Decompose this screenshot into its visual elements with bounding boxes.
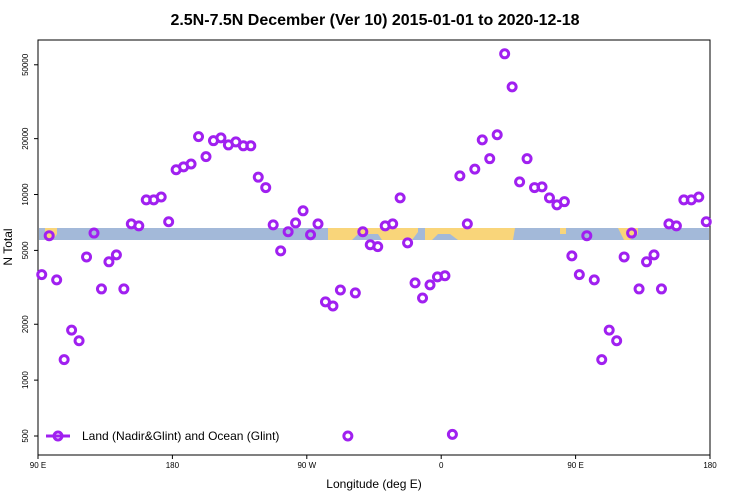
- y-axis-label: N Total: [1, 228, 15, 265]
- data-point: [372, 241, 384, 253]
- data-point: [51, 274, 63, 286]
- data-point: [185, 158, 197, 170]
- data-point: [469, 163, 481, 175]
- land-ocean-band: [39, 228, 709, 240]
- data-point: [43, 230, 55, 242]
- data-point: [641, 256, 653, 268]
- data-point: [484, 153, 496, 165]
- y-tick-label: 2000: [21, 315, 30, 333]
- data-point: [648, 249, 660, 261]
- data-point: [566, 250, 578, 262]
- data-point: [290, 217, 302, 229]
- data-point: [499, 48, 511, 60]
- data-point: [312, 218, 324, 230]
- data-point: [417, 292, 429, 304]
- data-point: [693, 191, 705, 203]
- data-point: [297, 205, 309, 217]
- y-tick-label: 10000: [21, 183, 30, 206]
- data-point: [215, 132, 227, 144]
- data-point: [596, 354, 608, 366]
- legend-label: Land (Nadir&Glint) and Ocean (Glint): [82, 429, 279, 443]
- data-point: [633, 283, 645, 295]
- x-tick-label: 90 E: [30, 461, 46, 470]
- y-tick-label: 5000: [21, 241, 30, 259]
- data-point: [282, 226, 294, 238]
- data-point: [626, 227, 638, 239]
- data-point: [514, 176, 526, 188]
- data-point: [357, 226, 369, 238]
- x-tick-label: 0: [439, 461, 444, 470]
- data-point: [200, 151, 212, 163]
- data-point: [275, 245, 287, 257]
- data-point: [349, 287, 361, 299]
- data-point: [103, 256, 115, 268]
- data-point: [110, 249, 122, 261]
- data-point: [88, 227, 100, 239]
- data-point: [342, 430, 354, 442]
- data-point: [611, 335, 623, 347]
- data-point: [409, 277, 421, 289]
- data-point: [58, 354, 70, 366]
- data-point: [655, 283, 667, 295]
- land-patch: [425, 228, 515, 240]
- data-point: [81, 251, 93, 263]
- x-tick-label: 90 E: [567, 461, 583, 470]
- data-point: [133, 220, 145, 232]
- data-point: [573, 269, 585, 281]
- data-point: [155, 191, 167, 203]
- data-point: [543, 192, 555, 204]
- y-tick-label: 500: [21, 429, 30, 443]
- data-point: [387, 218, 399, 230]
- x-tick-label: 180: [703, 461, 717, 470]
- data-point: [581, 230, 593, 242]
- data-point: [66, 324, 78, 336]
- data-point: [700, 216, 712, 228]
- data-point: [521, 153, 533, 165]
- data-point: [327, 300, 339, 312]
- y-tick-label: 20000: [21, 127, 30, 150]
- legend-marker: [52, 430, 64, 442]
- data-point: [536, 181, 548, 193]
- data-point: [402, 237, 414, 249]
- data-point: [267, 219, 279, 231]
- y-tick-label: 50000: [21, 53, 30, 76]
- land-patch: [328, 228, 418, 240]
- data-point: [454, 170, 466, 182]
- data-point: [461, 218, 473, 230]
- data-point: [252, 171, 264, 183]
- data-point: [305, 229, 317, 241]
- data-point: [118, 283, 130, 295]
- data-point: [424, 279, 436, 291]
- x-tick-label: 90 W: [297, 461, 316, 470]
- data-point: [260, 182, 272, 194]
- plot-frame: [37, 39, 711, 456]
- data-point: [618, 251, 630, 263]
- data-point: [491, 129, 503, 141]
- data-point: [73, 335, 85, 347]
- data-point: [603, 324, 615, 336]
- chart-title: 2.5N-7.5N December (Ver 10) 2015-01-01 t…: [170, 12, 579, 29]
- data-point: [163, 216, 175, 228]
- data-point: [36, 269, 48, 281]
- data-point: [334, 284, 346, 296]
- data-point: [588, 274, 600, 286]
- data-point: [439, 270, 451, 282]
- data-point: [394, 192, 406, 204]
- data-point: [558, 196, 570, 208]
- x-axis-label: Longitude (deg E): [326, 477, 421, 491]
- y-tick-label: 1000: [21, 371, 30, 389]
- data-point: [95, 283, 107, 295]
- data-point: [193, 131, 205, 143]
- data-point: [476, 134, 488, 146]
- x-tick-label: 180: [166, 461, 180, 470]
- data-point: [245, 140, 257, 152]
- data-point: [670, 220, 682, 232]
- data-point: [506, 81, 518, 93]
- data-point: [446, 428, 458, 440]
